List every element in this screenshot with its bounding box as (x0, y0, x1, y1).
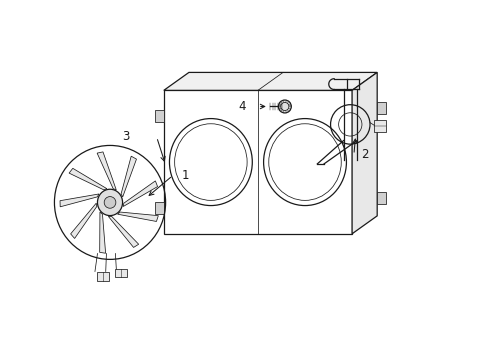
Polygon shape (376, 193, 386, 204)
Text: 1: 1 (182, 169, 189, 182)
Polygon shape (69, 168, 107, 190)
Polygon shape (97, 152, 116, 190)
Text: 2: 2 (360, 148, 368, 161)
Polygon shape (117, 212, 158, 221)
Text: 4: 4 (238, 100, 246, 113)
Polygon shape (60, 194, 99, 207)
Polygon shape (376, 102, 386, 114)
Polygon shape (121, 156, 136, 197)
Text: 3: 3 (122, 130, 129, 144)
Ellipse shape (97, 189, 122, 216)
Polygon shape (115, 269, 126, 277)
Polygon shape (155, 110, 163, 122)
Polygon shape (351, 72, 376, 234)
Polygon shape (70, 203, 97, 238)
Circle shape (278, 100, 291, 113)
Circle shape (104, 197, 116, 208)
Polygon shape (96, 273, 109, 282)
Polygon shape (123, 181, 157, 207)
Polygon shape (374, 120, 386, 132)
Polygon shape (155, 202, 163, 214)
Polygon shape (100, 212, 105, 253)
Polygon shape (108, 216, 139, 247)
Polygon shape (163, 72, 376, 90)
